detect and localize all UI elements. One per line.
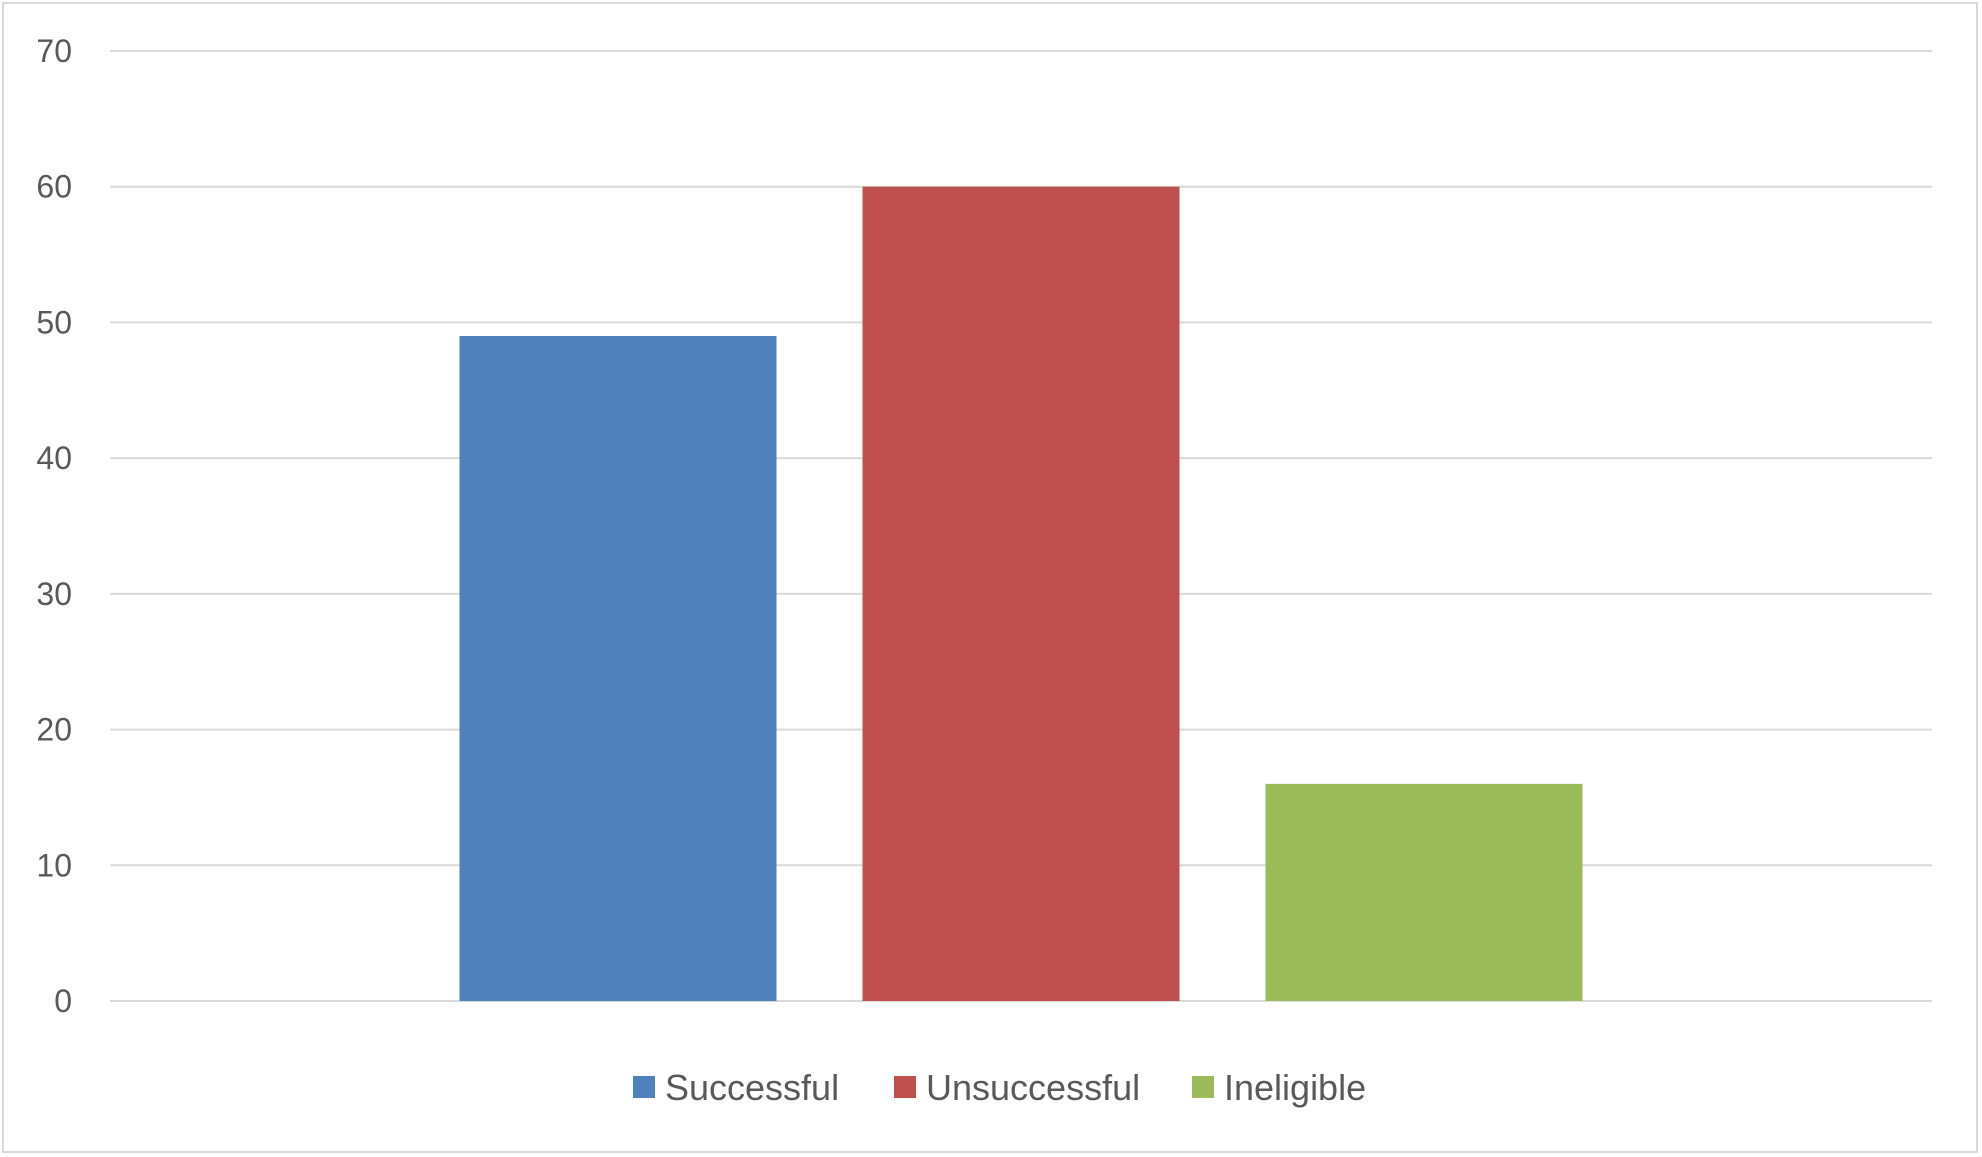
legend-label: Ineligible [1224,1067,1366,1108]
bar-unsuccessful [862,186,1180,1001]
y-tick-label: 60 [36,169,72,205]
y-tick-label: 30 [36,576,72,612]
y-tick-label: 50 [36,304,72,340]
legend-label: Successful [665,1067,839,1108]
legend-swatch [1192,1076,1214,1098]
y-tick-label: 20 [36,712,72,748]
y-axis-ticks: 0 10 20 30 40 50 60 70 [36,33,72,1019]
legend-item: Successful [633,1067,839,1108]
y-tick-label: 0 [54,983,72,1019]
legend: Successful Unsuccessful Ineligible [633,1067,1366,1108]
legend-swatch [633,1076,655,1098]
legend-item: Unsuccessful [894,1067,1140,1108]
legend-swatch [894,1076,916,1098]
y-tick-label: 70 [36,33,72,69]
bar-ineligible [1265,783,1583,1001]
bar-successful [459,336,777,1001]
legend-label: Unsuccessful [926,1067,1140,1108]
y-tick-label: 40 [36,440,72,476]
bars [459,186,1583,1001]
y-tick-label: 10 [36,847,72,883]
legend-item: Ineligible [1192,1067,1366,1108]
